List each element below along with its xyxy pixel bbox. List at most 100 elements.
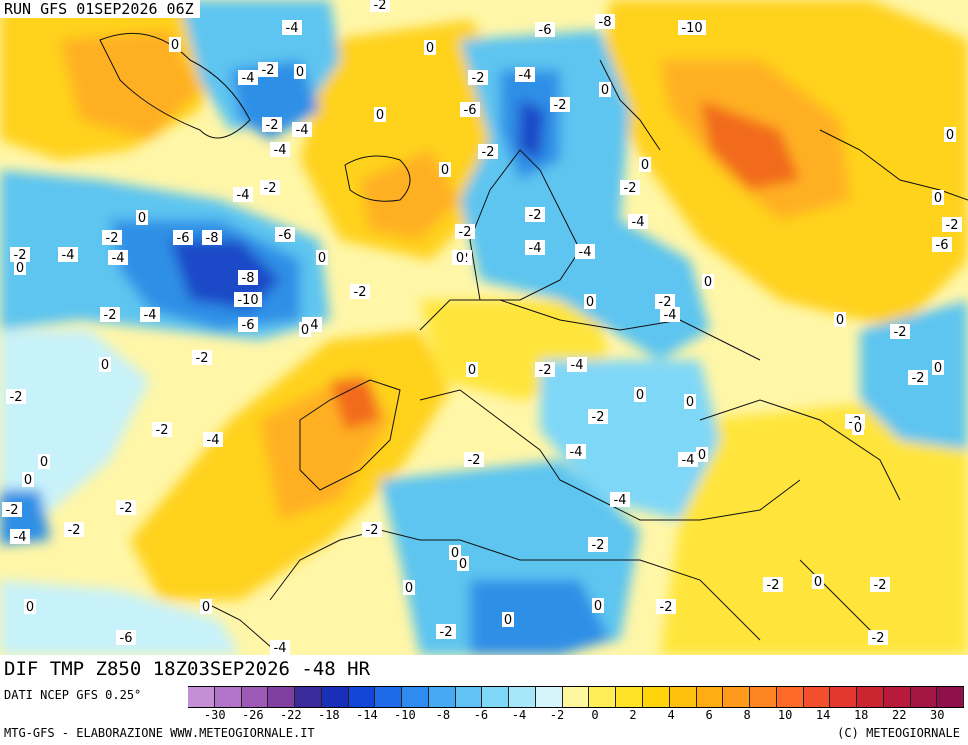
legend-tick-label: -26 — [241, 708, 264, 722]
svg-text:0: 0 — [698, 448, 706, 463]
isotherm-label: -2 — [64, 522, 84, 538]
isotherm-label: -2 — [102, 230, 122, 246]
coastlines — [99, 32, 968, 655]
isotherm-label: -2 — [870, 577, 890, 593]
isotherm-label: -2 — [350, 284, 370, 300]
isotherm-label: -2 — [192, 350, 212, 366]
svg-text:-2: -2 — [482, 145, 495, 160]
legend-swatch — [830, 687, 858, 707]
isotherm-label: -8 — [202, 230, 222, 246]
svg-text:-6: -6 — [279, 228, 292, 243]
isotherm-label: -4 — [292, 122, 312, 138]
anomaly-field — [0, 0, 968, 655]
data-source-label: DATI NCEP GFS 0.25° — [4, 688, 142, 702]
isotherm-label: 0 — [932, 190, 944, 206]
svg-text:0: 0 — [459, 557, 467, 572]
legend-swatch — [723, 687, 751, 707]
isotherm-label: 0 — [294, 64, 306, 80]
isotherm-label: -4 — [238, 70, 258, 86]
isotherm-label: -2 — [763, 577, 783, 593]
svg-text:0: 0 — [138, 211, 146, 226]
legend-tick-label: 14 — [815, 708, 831, 722]
svg-text:0: 0 — [301, 323, 309, 338]
run-title: RUN GFS 01SEP2026 06Z — [0, 0, 200, 18]
isotherm-label: 0 — [169, 37, 181, 53]
svg-text:-4: -4 — [62, 248, 75, 263]
svg-text:-6: -6 — [936, 238, 949, 253]
isotherm-label: -2 — [468, 70, 488, 86]
isotherm-label: -6 — [238, 317, 258, 333]
isotherm-label: -6 — [932, 237, 952, 253]
isotherm-label: -6 — [460, 102, 480, 118]
svg-text:-2: -2 — [874, 578, 887, 593]
legend-swatch — [295, 687, 322, 707]
svg-text:-2: -2 — [196, 351, 209, 366]
svg-text:-4: -4 — [664, 308, 677, 323]
isotherm-label: -2 — [262, 117, 282, 133]
legend-swatch — [535, 687, 563, 707]
isotherm-label: -4 — [628, 214, 648, 230]
svg-text:0: 0 — [376, 108, 384, 123]
isotherm-label: -2 — [620, 180, 640, 196]
legend-swatch — [375, 687, 403, 707]
isotherm-label: -2 — [942, 217, 962, 233]
isotherm-label: 0 — [502, 612, 514, 628]
isotherm-label: 0 — [439, 162, 451, 178]
isotherm-label: 0 — [14, 260, 26, 276]
legend-tick-label: -30 — [203, 708, 226, 722]
isotherm-label: -2 — [10, 247, 30, 263]
legend-tick-label: 8 — [743, 708, 751, 722]
isotherm-label: 0 — [99, 357, 111, 373]
svg-text:-2: -2 — [946, 218, 959, 233]
svg-text:0: 0 — [586, 295, 594, 310]
svg-text:-4: -4 — [614, 493, 627, 508]
svg-text:-4: -4 — [14, 530, 27, 545]
isotherm-label: -6 — [116, 630, 136, 646]
isotherm-label: -2 — [478, 144, 498, 160]
isotherm-label: 0 — [24, 599, 36, 615]
field-title: DIF TMP Z850 18Z03SEP2026 -48 HR — [0, 655, 458, 683]
isotherm-label: -2 — [6, 389, 26, 405]
isotherm-label: -2 — [116, 500, 136, 516]
svg-text:-2: -2 — [624, 181, 637, 196]
isotherm-label: 0 — [812, 574, 824, 590]
svg-text:-6: -6 — [464, 103, 477, 118]
svg-text:-4: -4 — [570, 445, 583, 460]
isotherm-label: 0 — [932, 360, 944, 376]
svg-text:0: 0 — [441, 163, 449, 178]
legend-tick-label: 0 — [591, 708, 599, 722]
svg-text:0: 0 — [946, 128, 954, 143]
svg-text:-2: -2 — [472, 71, 485, 86]
isotherm-label: -2 — [362, 522, 382, 538]
isotherm-label: -8 — [238, 270, 258, 286]
isotherm-label: -2 — [550, 97, 570, 113]
legend-swatch — [589, 687, 617, 707]
svg-text:-2: -2 — [106, 231, 119, 246]
map-canvas: 0 -2 -4 -6 -8 -10 -4 -2 0 0 -4 -2 0 0 -2 -6 -2 -4 -4 -2 0 0 -2… — [0, 0, 968, 655]
svg-text:-6: -6 — [177, 231, 190, 246]
svg-text:0: 0 — [456, 251, 464, 266]
svg-text:-2: -2 — [554, 98, 567, 113]
svg-text:-10: -10 — [237, 293, 258, 308]
legend-tick-label: 22 — [891, 708, 907, 722]
legend-swatch — [857, 687, 884, 707]
svg-text:-4: -4 — [519, 68, 532, 83]
svg-text:-4: -4 — [529, 241, 542, 256]
isotherm-label: 0 — [299, 322, 311, 338]
svg-text:0: 0 — [854, 421, 862, 436]
legend-tick-label: -22 — [279, 708, 302, 722]
isotherm-label: -4 — [282, 20, 302, 36]
isotherm-labels: 0 -2 -4 -6 -8 -10 -4 -2 0 0 -4 -2 0 0 -2 -6 -2 -4 -4 -2 0 0 -2… — [2, 0, 962, 655]
svg-text:-10: -10 — [681, 21, 702, 36]
isotherm-label: -8 — [595, 14, 615, 30]
svg-text:-2: -2 — [872, 631, 885, 646]
legend-swatch — [750, 687, 777, 707]
svg-text:-2: -2 — [156, 423, 169, 438]
color-scale-bar — [188, 686, 965, 708]
svg-text:-4: -4 — [237, 188, 250, 203]
isotherm-label: -10 — [678, 20, 706, 36]
svg-text:-4: -4 — [286, 21, 299, 36]
svg-text:0: 0 — [836, 313, 844, 328]
svg-text:0: 0 — [636, 388, 644, 403]
isotherm-label: 0 — [316, 250, 328, 266]
